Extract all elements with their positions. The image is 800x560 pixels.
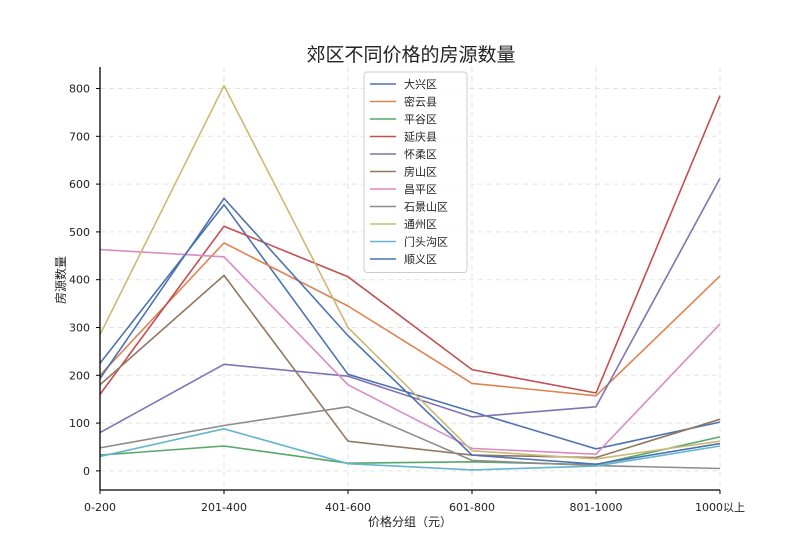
series-line (99, 197, 721, 466)
x-tick-label: 1000以上 (695, 501, 745, 514)
x-axis-label: 价格分组（元） (368, 514, 452, 529)
tick-layer: 0 100 200 300 400 500 600 700 800 0-200 201-400 401… (69, 83, 745, 514)
series-line (99, 95, 721, 395)
legend-label: 延庆县 (404, 130, 437, 144)
legend-label: 门头沟区 (404, 235, 448, 249)
y-tick-label: 200 (69, 369, 90, 382)
series-layer (99, 84, 721, 471)
legend-label: 顺义区 (404, 253, 437, 266)
y-tick-label: 600 (69, 178, 90, 191)
y-tick-label: 500 (69, 226, 90, 239)
legend-box (363, 71, 468, 273)
series-line (99, 248, 721, 456)
y-axis-label: 房源数量 (53, 256, 68, 304)
x-tick-label: 401-600 (325, 501, 371, 514)
y-tick-label: 300 (69, 321, 90, 334)
y-tick-label: 400 (69, 274, 90, 287)
series-line (99, 405, 721, 470)
series-line (99, 427, 721, 471)
series-line (99, 242, 721, 397)
y-tick-label: 700 (69, 130, 90, 143)
y-tick-label: 0 (83, 465, 90, 478)
legend-label: 怀柔区 (404, 148, 437, 161)
y-tick-label: 100 (69, 417, 90, 430)
x-tick-label: 601-800 (449, 501, 495, 514)
legend-label: 平谷区 (404, 113, 437, 126)
series-line (99, 178, 721, 434)
legend-label: 房山区 (404, 166, 437, 179)
x-tick-label: 801-1000 (570, 501, 623, 514)
series-line (99, 84, 721, 460)
series-line (99, 203, 721, 450)
legend-label: 大兴区 (404, 77, 437, 91)
chart-title: 郊区不同价格的房源数量 (306, 44, 515, 66)
x-tick-label: 201-400 (201, 501, 247, 514)
legend-label: 通州区 (404, 218, 437, 231)
legend-label: 石景山区 (404, 201, 448, 214)
legend-label: 密云县 (404, 95, 437, 109)
legend-label: 昌平区 (404, 183, 437, 196)
series-line (99, 274, 721, 459)
y-tick-label: 800 (69, 83, 90, 96)
x-tick-label: 0-200 (84, 501, 116, 514)
